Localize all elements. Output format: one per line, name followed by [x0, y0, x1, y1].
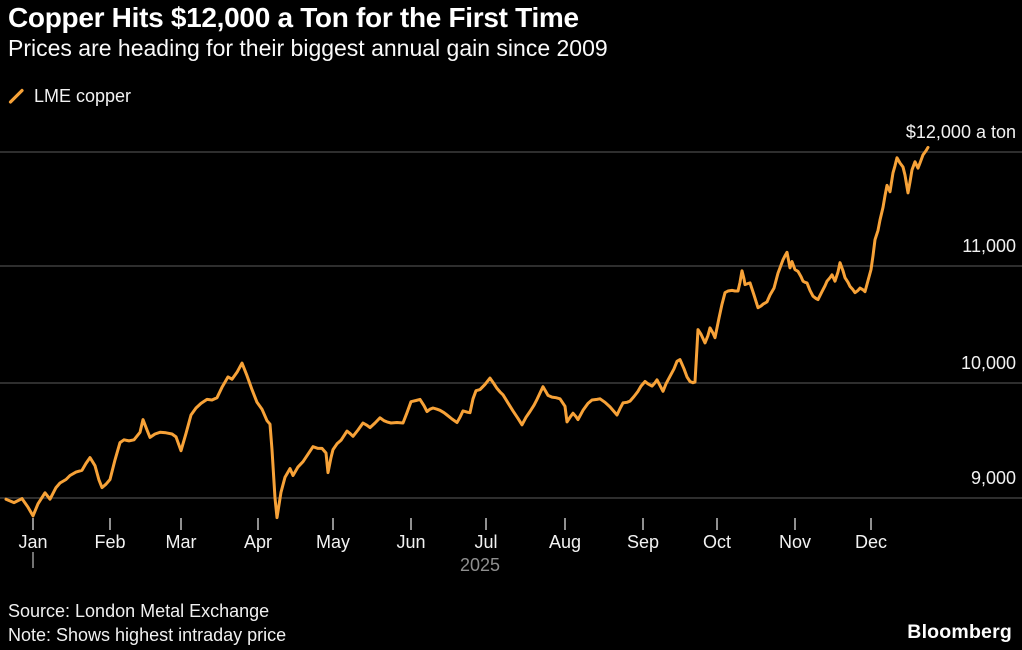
note-text: Note: Shows highest intraday price [8, 625, 287, 645]
price-line [4, 145, 930, 520]
year-label: 2025 [459, 555, 501, 575]
x-axis-label: Feb [94, 532, 126, 552]
x-axis-label: Oct [702, 532, 732, 552]
y-axis-label: 9,000 [970, 468, 1016, 488]
bloomberg-logo: Bloomberg [907, 621, 1012, 643]
source-text: Source: London Metal Exchange [8, 601, 270, 621]
x-axis-label: Sep [626, 532, 660, 552]
chart-subtitle: Prices are heading for their biggest ann… [8, 35, 608, 61]
x-axis-label: Mar [165, 532, 197, 552]
x-axis-label: Jun [396, 532, 426, 552]
y-axis-label: 11,000 [962, 236, 1016, 256]
x-axis-label: Jul [474, 532, 498, 552]
y-axis-label: 10,000 [960, 353, 1016, 373]
x-axis-label: May [315, 532, 351, 552]
y-axis-label: $12,000 a ton [905, 122, 1016, 142]
x-axis-label: Dec [854, 532, 888, 552]
legend: LME copper [8, 86, 131, 107]
x-axis-label: Nov [778, 532, 812, 552]
x-axis-label: Aug [548, 532, 582, 552]
x-axis-label: Jan [18, 532, 48, 552]
chart-title: Copper Hits $12,000 a Ton for the First … [8, 2, 579, 33]
x-axis-label: Apr [243, 532, 273, 552]
legend-line-marker-icon [8, 88, 24, 104]
legend-label: LME copper [34, 86, 132, 106]
